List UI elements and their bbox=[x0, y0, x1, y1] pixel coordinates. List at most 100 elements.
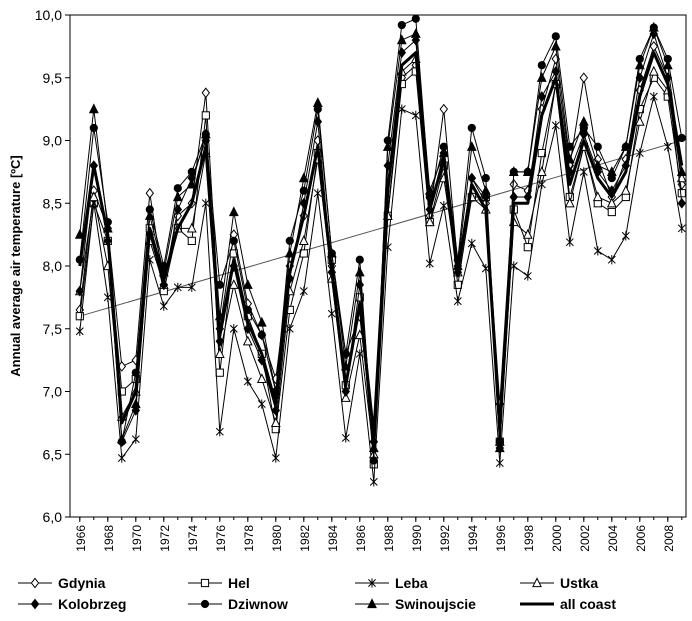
data-point bbox=[256, 316, 267, 327]
x-tick-label: 1974 bbox=[186, 525, 200, 552]
legend-label: all coast bbox=[560, 596, 616, 612]
data-point bbox=[467, 172, 477, 184]
data-point bbox=[257, 399, 266, 409]
data-point bbox=[172, 191, 183, 202]
data-point bbox=[537, 61, 546, 70]
legend-label: Kolobrzeg bbox=[58, 596, 126, 612]
data-point bbox=[369, 477, 378, 487]
data-point bbox=[340, 392, 351, 402]
data-point bbox=[327, 309, 336, 319]
data-point bbox=[201, 111, 210, 120]
y-tick-label: 6,0 bbox=[43, 509, 63, 525]
legend-marker bbox=[367, 598, 377, 609]
data-point bbox=[662, 59, 673, 70]
data-point bbox=[592, 159, 603, 170]
data-point bbox=[536, 72, 547, 82]
x-tick-label: 1984 bbox=[326, 525, 340, 552]
data-point bbox=[186, 178, 197, 189]
data-point bbox=[200, 128, 211, 139]
data-point bbox=[228, 206, 239, 217]
y-tick-label: 9,5 bbox=[43, 70, 63, 86]
data-point bbox=[201, 198, 210, 208]
x-tick-label: 2002 bbox=[578, 525, 592, 552]
x-tick-label: 1998 bbox=[522, 525, 536, 552]
y-tick-label: 9,0 bbox=[43, 133, 63, 149]
x-tick-label: 1986 bbox=[354, 525, 368, 552]
data-point bbox=[131, 434, 140, 444]
data-point bbox=[466, 141, 477, 151]
data-point bbox=[270, 417, 281, 427]
legend-marker bbox=[30, 577, 40, 589]
data-point bbox=[242, 279, 253, 289]
data-point bbox=[75, 285, 85, 297]
data-point bbox=[677, 197, 687, 209]
data-point bbox=[579, 167, 588, 177]
data-point bbox=[354, 266, 365, 277]
data-point bbox=[341, 433, 350, 443]
data-point bbox=[425, 258, 434, 269]
x-tick-label: 1968 bbox=[102, 525, 116, 552]
data-point bbox=[649, 40, 659, 52]
data-point bbox=[229, 236, 238, 245]
x-tick-label: 1970 bbox=[130, 525, 144, 552]
x-tick-label: 1988 bbox=[382, 525, 396, 552]
data-point bbox=[201, 87, 211, 99]
data-point bbox=[438, 147, 449, 158]
data-point bbox=[676, 172, 687, 183]
data-point bbox=[537, 148, 546, 158]
data-point bbox=[215, 368, 224, 377]
y-tick-label: 8,5 bbox=[43, 195, 63, 211]
data-point bbox=[663, 142, 672, 152]
data-point bbox=[551, 32, 560, 41]
data-point bbox=[256, 373, 267, 384]
x-tick-label: 1978 bbox=[242, 525, 256, 552]
data-point bbox=[523, 243, 532, 252]
data-point bbox=[228, 279, 239, 289]
data-point bbox=[551, 66, 561, 77]
data-point bbox=[368, 442, 379, 453]
data-point bbox=[649, 91, 658, 102]
data-point bbox=[565, 142, 574, 151]
data-point bbox=[159, 301, 168, 311]
data-point bbox=[439, 103, 449, 115]
series-line bbox=[79, 45, 683, 443]
legend-label: Hel bbox=[228, 575, 250, 591]
data-point bbox=[621, 231, 630, 241]
data-point bbox=[397, 104, 406, 114]
data-point bbox=[396, 34, 407, 45]
data-point bbox=[635, 148, 644, 158]
series-line bbox=[79, 96, 683, 483]
legend-marker bbox=[30, 598, 40, 610]
data-point bbox=[116, 433, 127, 444]
data-point bbox=[186, 222, 197, 233]
data-point bbox=[382, 141, 393, 151]
data-point bbox=[75, 312, 84, 321]
data-point bbox=[677, 133, 686, 143]
data-point bbox=[523, 271, 532, 281]
data-point bbox=[495, 458, 504, 468]
data-point bbox=[579, 72, 589, 84]
data-point bbox=[215, 427, 224, 437]
data-point bbox=[480, 184, 491, 195]
y-tick-label: 10,0 bbox=[35, 7, 62, 23]
data-point bbox=[74, 228, 85, 239]
legend-label: Dziwnow bbox=[228, 596, 288, 612]
data-point bbox=[509, 191, 519, 203]
x-tick-label: 2008 bbox=[662, 525, 676, 552]
data-point bbox=[593, 246, 602, 256]
data-point bbox=[606, 197, 617, 208]
data-point bbox=[243, 376, 252, 387]
data-point bbox=[634, 115, 645, 126]
legend-marker bbox=[532, 577, 542, 588]
data-point bbox=[271, 453, 280, 463]
legend-marker bbox=[200, 578, 210, 588]
data-point bbox=[75, 326, 84, 336]
data-point bbox=[284, 247, 295, 258]
data-point bbox=[397, 20, 406, 30]
data-point bbox=[187, 282, 196, 292]
legend-item: Dziwnow bbox=[188, 596, 288, 612]
data-point bbox=[522, 228, 533, 239]
data-point bbox=[439, 201, 448, 211]
y-axis-title: Annual average air temperature [ºC] bbox=[8, 155, 23, 376]
